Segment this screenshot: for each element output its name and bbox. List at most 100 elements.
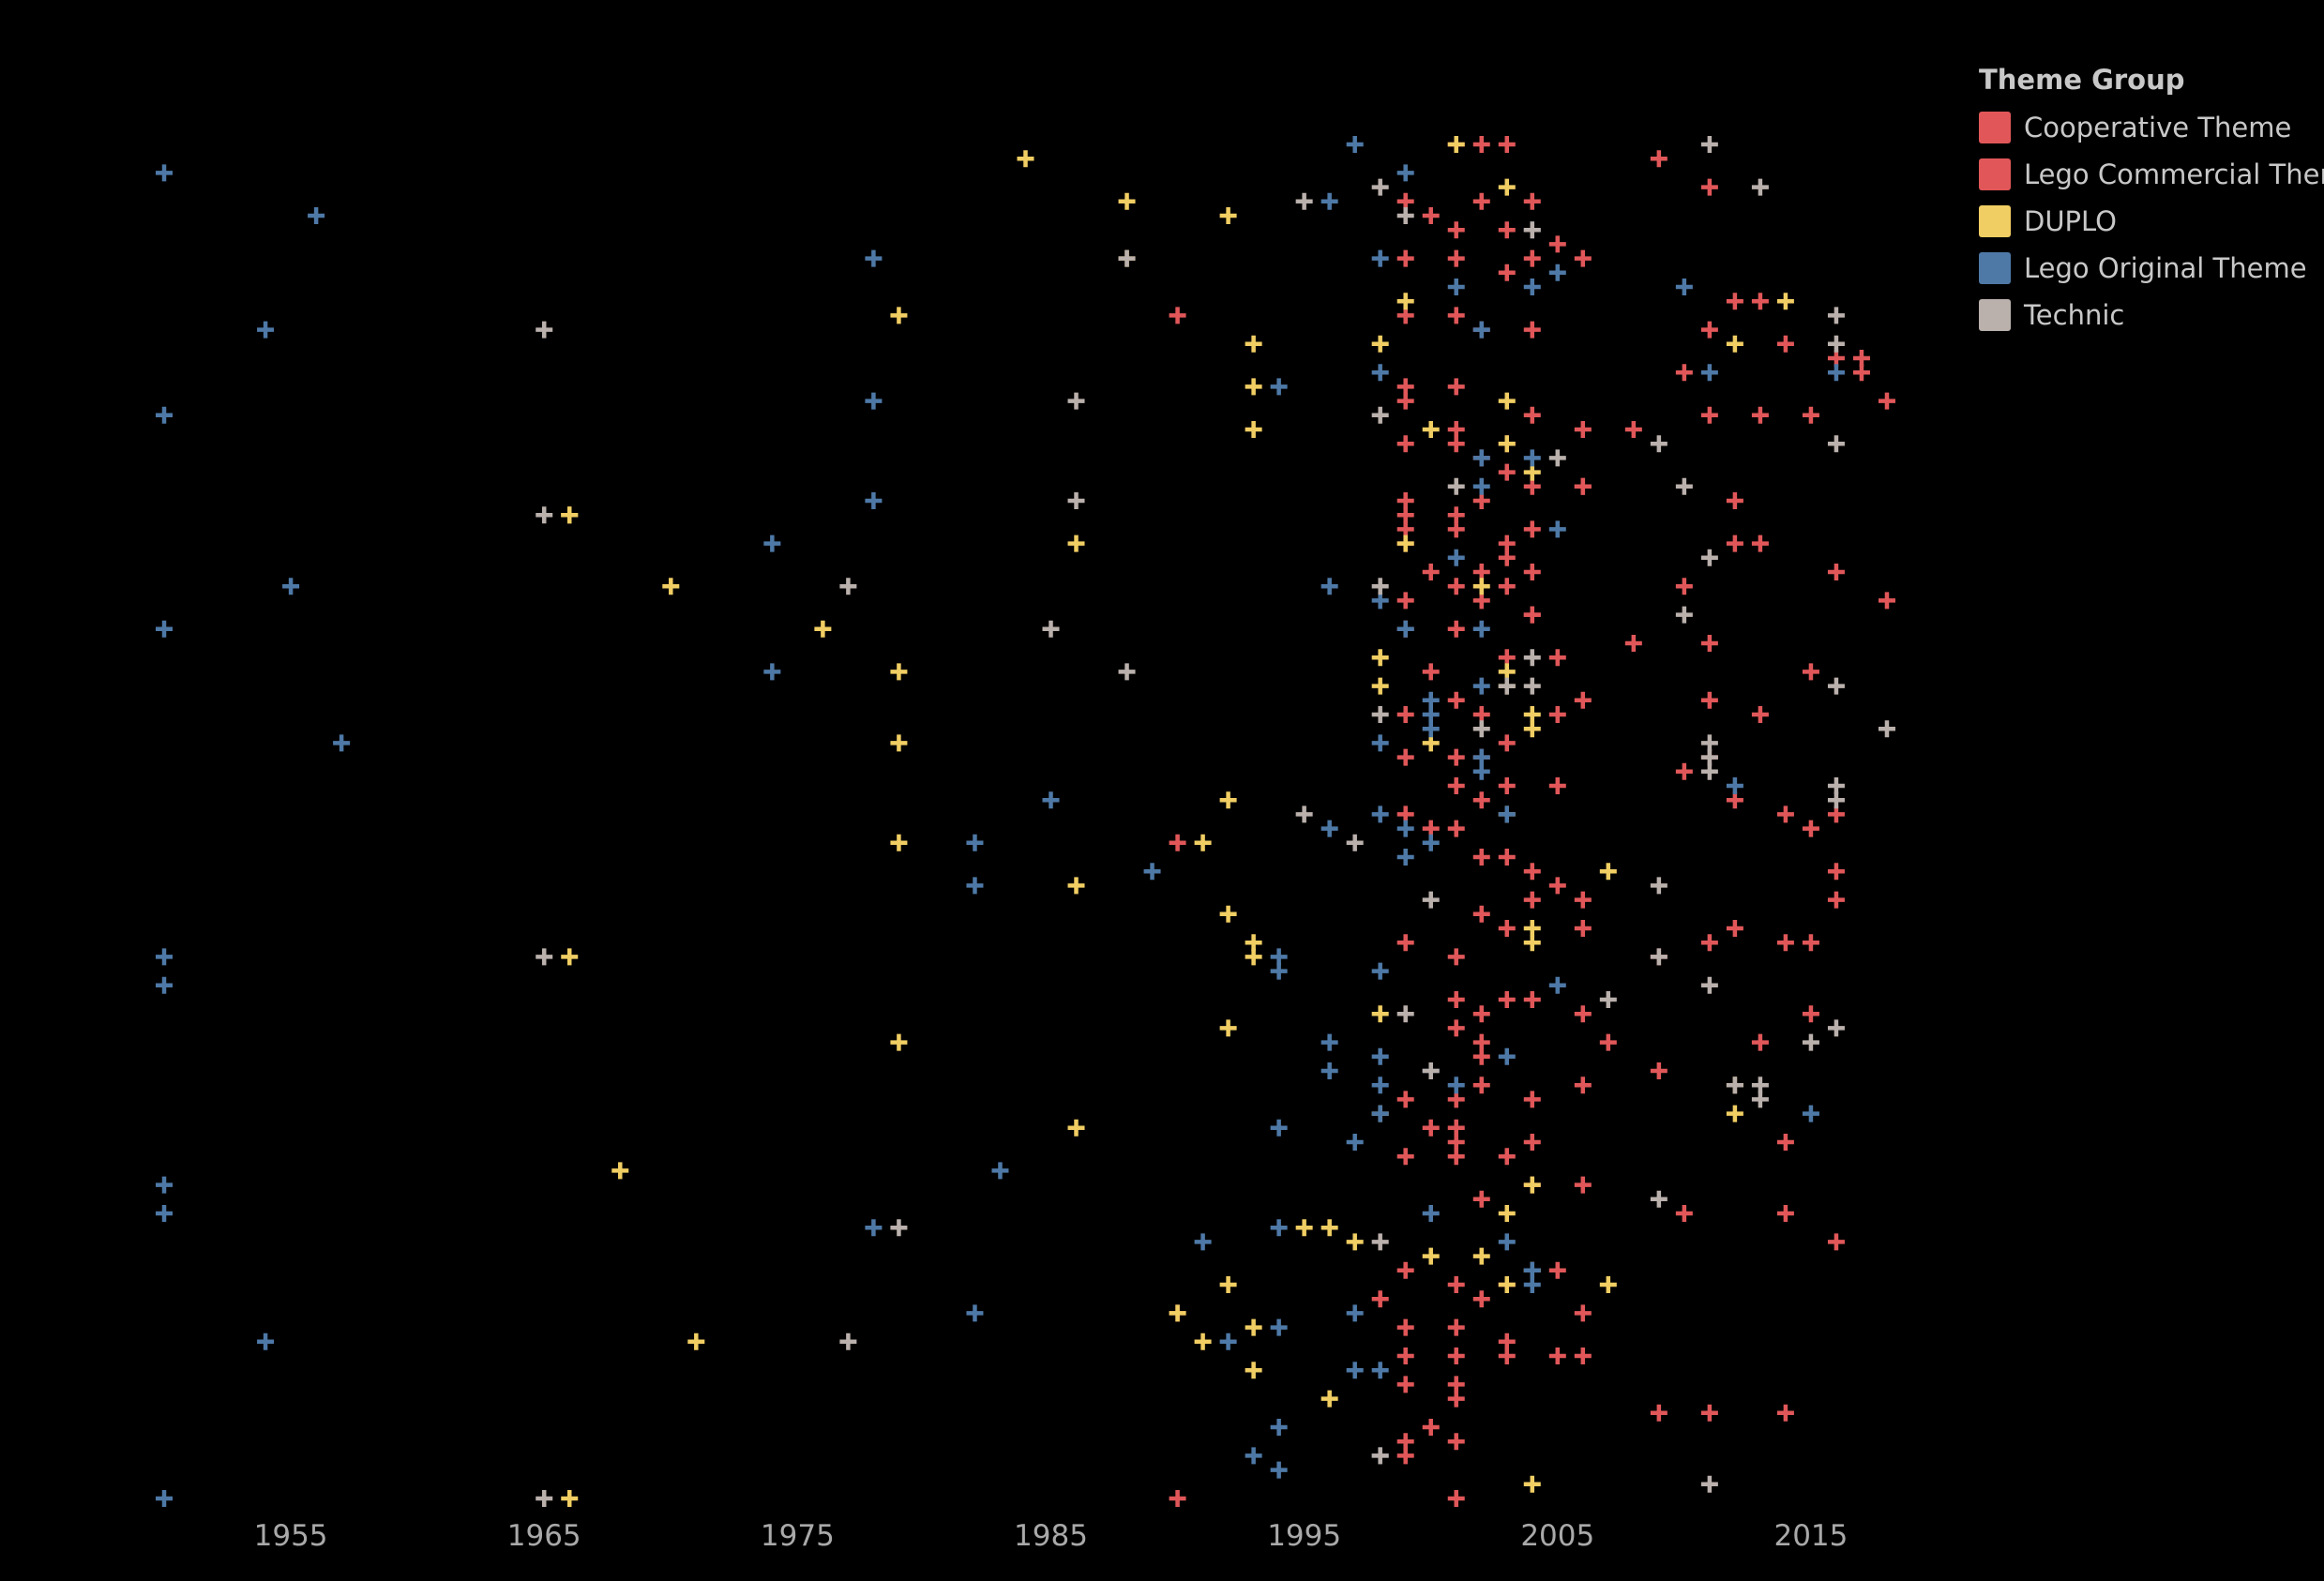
point-lego-commercial-theme[interactable] — [1827, 1233, 1845, 1251]
point-technic[interactable] — [1827, 435, 1845, 453]
point-lego-commercial-theme[interactable] — [1447, 1376, 1465, 1393]
point-lego-original-theme[interactable] — [1726, 777, 1743, 794]
point-lego-commercial-theme[interactable] — [1498, 264, 1516, 281]
point-duplo[interactable] — [1371, 335, 1389, 353]
point-lego-commercial-theme[interactable] — [1396, 1447, 1414, 1465]
point-lego-commercial-theme[interactable] — [1878, 592, 1895, 610]
point-lego-commercial-theme[interactable] — [1523, 564, 1541, 580]
legend-item-cooperative-theme[interactable]: Cooperative Theme — [1979, 104, 2324, 151]
point-lego-original-theme[interactable] — [1320, 192, 1338, 210]
point-technic[interactable] — [536, 506, 553, 524]
point-lego-original-theme[interactable] — [1422, 691, 1440, 709]
point-duplo[interactable] — [1726, 335, 1743, 353]
point-duplo[interactable] — [1245, 335, 1262, 353]
point-lego-commercial-theme[interactable] — [1472, 1077, 1490, 1094]
point-lego-original-theme[interactable] — [1523, 1276, 1541, 1293]
point-lego-commercial-theme[interactable] — [1726, 492, 1743, 509]
point-lego-commercial-theme[interactable] — [1396, 806, 1414, 823]
point-technic[interactable] — [1650, 1190, 1668, 1208]
point-cooperative-theme[interactable] — [1700, 1404, 1718, 1422]
point-cooperative-theme[interactable] — [1548, 877, 1566, 895]
point-technic[interactable] — [1472, 720, 1490, 738]
point-lego-original-theme[interactable] — [1371, 1362, 1389, 1379]
point-lego-commercial-theme[interactable] — [1599, 1033, 1617, 1051]
point-duplo[interactable] — [890, 834, 908, 851]
point-lego-original-theme[interactable] — [1472, 677, 1490, 695]
point-lego-commercial-theme[interactable] — [1523, 991, 1541, 1008]
point-technic[interactable] — [1675, 477, 1693, 495]
point-cooperative-theme[interactable] — [1523, 891, 1541, 909]
point-lego-original-theme[interactable] — [1447, 279, 1465, 295]
point-lego-commercial-theme[interactable] — [1447, 378, 1465, 396]
point-technic[interactable] — [1371, 578, 1389, 595]
point-duplo[interactable] — [1169, 1304, 1186, 1322]
point-lego-original-theme[interactable] — [308, 207, 325, 224]
point-lego-original-theme[interactable] — [1523, 1261, 1541, 1279]
point-technic[interactable] — [1700, 762, 1718, 780]
point-lego-commercial-theme[interactable] — [1574, 249, 1592, 267]
point-cooperative-theme[interactable] — [1523, 321, 1541, 339]
point-lego-commercial-theme[interactable] — [1650, 150, 1668, 168]
point-lego-original-theme[interactable] — [1472, 477, 1490, 495]
point-lego-commercial-theme[interactable] — [1472, 592, 1490, 610]
point-cooperative-theme[interactable] — [1726, 791, 1743, 809]
point-lego-original-theme[interactable] — [1245, 1447, 1262, 1465]
point-duplo[interactable] — [1194, 834, 1212, 851]
point-technic[interactable] — [1042, 620, 1060, 638]
point-lego-commercial-theme[interactable] — [1498, 136, 1516, 153]
point-lego-original-theme[interactable] — [1447, 549, 1465, 566]
point-cooperative-theme[interactable] — [1802, 406, 1819, 424]
point-lego-commercial-theme[interactable] — [1574, 691, 1592, 709]
point-lego-commercial-theme[interactable] — [1498, 734, 1516, 752]
point-lego-commercial-theme[interactable] — [1776, 1205, 1794, 1222]
point-lego-commercial-theme[interactable] — [1827, 806, 1845, 823]
point-technic[interactable] — [1447, 477, 1465, 495]
point-lego-original-theme[interactable] — [1472, 449, 1490, 467]
point-technic[interactable] — [1700, 748, 1718, 766]
point-lego-commercial-theme[interactable] — [1523, 192, 1541, 210]
point-lego-original-theme[interactable] — [257, 321, 275, 339]
point-lego-commercial-theme[interactable] — [1574, 1005, 1592, 1023]
point-lego-commercial-theme[interactable] — [1523, 477, 1541, 495]
point-cooperative-theme[interactable] — [1878, 392, 1895, 410]
point-technic[interactable] — [536, 321, 553, 339]
point-technic[interactable] — [1295, 806, 1313, 823]
point-duplo[interactable] — [561, 506, 579, 524]
point-cooperative-theme[interactable] — [1574, 421, 1592, 438]
point-cooperative-theme[interactable] — [1751, 293, 1769, 310]
point-lego-commercial-theme[interactable] — [1447, 1119, 1465, 1137]
point-cooperative-theme[interactable] — [1472, 1290, 1490, 1308]
point-duplo[interactable] — [1219, 1019, 1237, 1037]
point-cooperative-theme[interactable] — [1396, 934, 1414, 952]
point-duplo[interactable] — [1245, 934, 1262, 952]
point-lego-commercial-theme[interactable] — [1498, 1348, 1516, 1364]
point-cooperative-theme[interactable] — [1396, 1318, 1414, 1336]
point-duplo[interactable] — [1245, 378, 1262, 396]
point-duplo[interactable] — [1017, 150, 1034, 168]
point-technic[interactable] — [1396, 1005, 1414, 1023]
point-lego-commercial-theme[interactable] — [1624, 635, 1642, 652]
point-cooperative-theme[interactable] — [1776, 1404, 1794, 1422]
point-lego-original-theme[interactable] — [1270, 1119, 1288, 1137]
point-lego-commercial-theme[interactable] — [1827, 564, 1845, 580]
point-duplo[interactable] — [1219, 905, 1237, 923]
point-lego-commercial-theme[interactable] — [1548, 706, 1566, 723]
point-lego-original-theme[interactable] — [156, 1176, 174, 1194]
point-lego-original-theme[interactable] — [1548, 976, 1566, 994]
point-duplo[interactable] — [1472, 578, 1490, 595]
point-lego-original-theme[interactable] — [1143, 863, 1161, 881]
point-lego-commercial-theme[interactable] — [1548, 649, 1566, 667]
point-technic[interactable] — [1371, 706, 1389, 723]
point-cooperative-theme[interactable] — [1574, 920, 1592, 937]
point-duplo[interactable] — [1498, 1205, 1516, 1222]
point-duplo[interactable] — [1371, 1005, 1389, 1023]
point-technic[interactable] — [1700, 136, 1718, 153]
point-technic[interactable] — [890, 1219, 908, 1237]
point-technic[interactable] — [1371, 178, 1389, 196]
point-duplo[interactable] — [1245, 1318, 1262, 1336]
point-technic[interactable] — [1548, 449, 1566, 467]
point-technic[interactable] — [1422, 1062, 1440, 1079]
point-duplo[interactable] — [1371, 677, 1389, 695]
point-lego-commercial-theme[interactable] — [1498, 849, 1516, 866]
point-technic[interactable] — [1371, 1233, 1389, 1251]
